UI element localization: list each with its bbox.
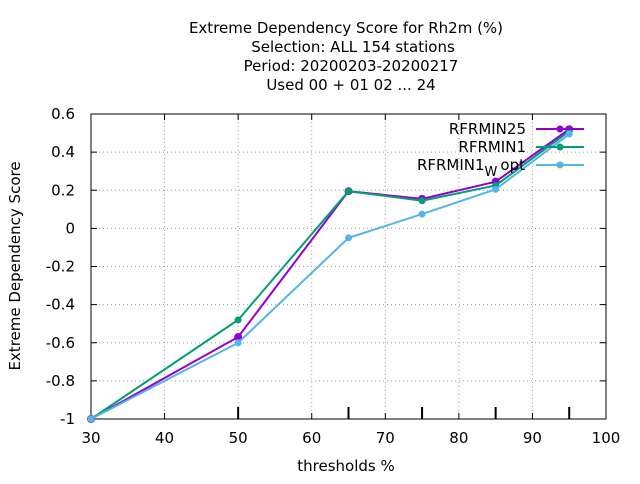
y-axis-label: Extreme Dependency Score [6, 161, 24, 370]
series-line [90, 130, 570, 420]
data-point [87, 415, 95, 423]
y-tick-label: -1 [60, 410, 75, 428]
y-tick-label: -0.8 [46, 372, 75, 390]
legend-marker [556, 125, 564, 133]
y-tick-label: -0.4 [46, 296, 75, 314]
chart-title: Extreme Dependency Score for Rh2m (%) Se… [189, 19, 503, 94]
y-tick-label: -0.6 [46, 334, 75, 352]
chart-title-line-1: Extreme Dependency Score for Rh2m (%) [189, 19, 503, 37]
data-point [345, 187, 352, 195]
x-tick-label: 90 [523, 429, 542, 447]
legend-entry-1: RFRMIN25 [449, 120, 584, 138]
x-tick-label: 80 [449, 429, 468, 447]
plot-border [90, 113, 607, 420]
x-tick-label: 100 [592, 429, 621, 447]
x-tick-label: 70 [376, 429, 395, 447]
x-tick-label: 30 [81, 429, 100, 447]
data-point [492, 185, 500, 193]
legend-label: RFRMIN1 [458, 138, 526, 156]
legend-marker [556, 143, 564, 151]
legend-marker [556, 161, 564, 169]
data-point [234, 339, 242, 347]
y-tick-label: 0.2 [51, 181, 75, 199]
data-point [234, 316, 242, 324]
data-point [418, 197, 426, 205]
chart-title-line-4: Used 00 + 01 02 ... 24 [266, 76, 435, 94]
legend-entry-3: RFRMIN1W opt [417, 156, 584, 180]
series-line [90, 133, 570, 420]
data-point [345, 234, 352, 242]
chart-title-line-2: Selection: ALL 154 stations [251, 38, 455, 56]
series [87, 125, 574, 423]
legend-label: RFRMIN25 [449, 120, 526, 138]
legend-entry-2: RFRMIN1 [458, 138, 584, 156]
x-axis-label: thresholds % [297, 457, 394, 475]
chart-title-line-3: Period: 20200203-20200217 [244, 57, 459, 75]
x-tick-label: 50 [229, 429, 248, 447]
grid [91, 114, 606, 419]
x-tick-label: 40 [155, 429, 174, 447]
y-tick-label: 0 [65, 219, 75, 237]
y-tick-label: 0.6 [51, 105, 75, 123]
x-tick-label: 60 [302, 429, 321, 447]
series-3 [87, 130, 573, 423]
data-point [565, 130, 573, 138]
y-tick-label: -0.2 [46, 258, 75, 276]
data-point [418, 210, 426, 218]
legend-label: RFRMIN1W opt [417, 156, 525, 180]
y-tick-label: 0.4 [51, 143, 75, 161]
series-line [90, 128, 570, 420]
axes: 30 40 50 60 70 80 90 100 -1 -0.8 -0.6 -0.4 -0.2 0 0.2 0… [46, 105, 621, 447]
